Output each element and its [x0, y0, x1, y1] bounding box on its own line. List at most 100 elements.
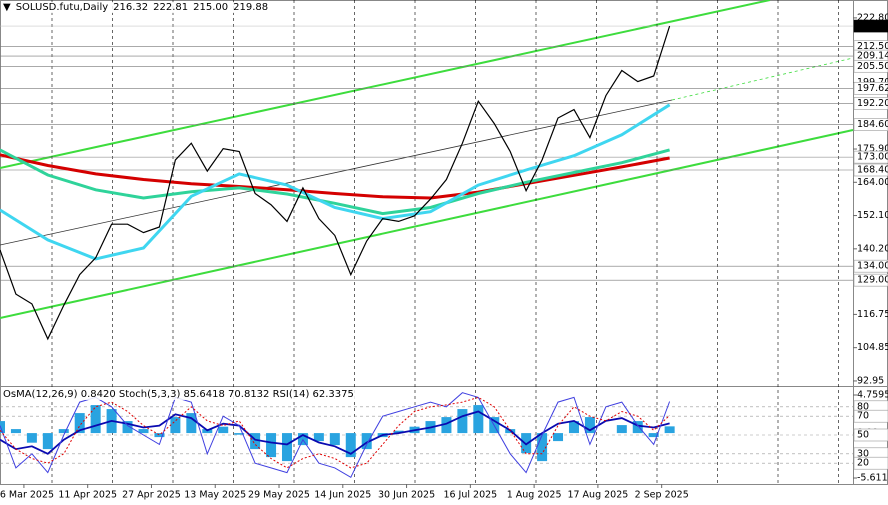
- osma-bar: [345, 433, 356, 458]
- oscillator-line: [0, 392, 671, 479]
- channel-upper: [0, 0, 771, 169]
- level-label: 197.62: [857, 83, 888, 94]
- y-tick-label: 92.95: [857, 375, 884, 386]
- level-label: 129.00: [857, 275, 888, 286]
- osma-bar: [329, 433, 340, 446]
- trend-line: [0, 99, 673, 246]
- symbol-header: ▼ SOLUSD.futu,Daily 216.32 222.81 215.00 219.…: [3, 2, 274, 13]
- x-tick-label: 11 Apr 2025: [58, 490, 117, 501]
- level-label-box: [853, 118, 888, 131]
- open: 216.32: [113, 2, 149, 13]
- y2-tick-label-box: [853, 428, 888, 442]
- y2-tick-label-box: [853, 456, 888, 470]
- osma-bar: [10, 429, 21, 434]
- osma-bar: [58, 429, 69, 434]
- osma-bar: [154, 433, 165, 438]
- osma-bar: [457, 409, 468, 434]
- channel-lower: [0, 129, 854, 319]
- y-tick-label: 175.90: [857, 144, 888, 155]
- osma-bar: [0, 421, 5, 434]
- last-price-label: 219.88: [857, 21, 888, 32]
- y2-tick-label: 70: [857, 411, 869, 422]
- osma-bar: [521, 433, 532, 454]
- moving-average: [0, 153, 670, 200]
- frame: [0, 0, 888, 485]
- x-tick-label: 27 Apr 2025: [122, 490, 181, 501]
- level-label-box: [853, 259, 888, 273]
- osma-bar: [616, 425, 627, 434]
- osma-bar: [568, 421, 579, 434]
- y2-tick-label: 30: [857, 448, 869, 459]
- y-tick-label: 104.85: [857, 342, 888, 353]
- price-line: [0, 25, 671, 341]
- osma-bar: [218, 426, 229, 434]
- level-label: 173.00: [857, 152, 888, 163]
- osma-bar: [441, 417, 452, 434]
- trend-extension: [671, 57, 854, 101]
- level-label: 134.00: [857, 261, 888, 272]
- osma-bar: [664, 426, 675, 434]
- osma-bar: [632, 421, 643, 434]
- osma-bar: [361, 433, 372, 450]
- x-tick-label: 14 Jun 2025: [314, 490, 371, 501]
- osma-bar: [250, 433, 261, 450]
- osma-bar: [313, 433, 324, 442]
- osma-bar: [90, 405, 101, 434]
- y-tick-label: 164.00: [857, 177, 888, 188]
- y-tick-label: 140.20: [857, 243, 888, 254]
- y-tick-label: 152.10: [857, 210, 888, 221]
- osma-bar: [393, 430, 404, 434]
- level-label-box: [853, 59, 888, 73]
- close: 219.88: [233, 2, 269, 13]
- level-label-box: [853, 81, 888, 95]
- x-tick-label: 2 Sep 2025: [635, 490, 689, 501]
- osma-bar: [584, 417, 595, 434]
- y2-tick-label: 50: [857, 430, 869, 441]
- level-label: 184.60: [857, 119, 888, 130]
- level-label: 212.50: [857, 41, 888, 52]
- y-tick-label: 222.80: [857, 12, 888, 23]
- low: 215.00: [193, 2, 229, 13]
- osma-bar: [266, 433, 277, 458]
- osma-bar: [186, 413, 197, 434]
- x-tick-label: 16 Jul 2025: [443, 490, 497, 501]
- collapse-icon[interactable]: ▼: [3, 2, 11, 13]
- moving-average: [0, 148, 670, 216]
- osma-bar: [281, 433, 292, 462]
- level-label: 168.40: [857, 164, 888, 175]
- x-tick-label: 17 Aug 2025: [567, 490, 628, 501]
- moving-average: [0, 103, 671, 261]
- osma-bar: [26, 433, 37, 443]
- indicator-title: OsMA(12,26,9) 0.8420 Stoch(5,3,3) 85.641…: [3, 389, 354, 400]
- level-label-box: [853, 150, 888, 164]
- indicator-header: OsMA(12,26,9) 0.8420 Stoch(5,3,3) 85.641…: [3, 389, 359, 400]
- y2-tick-label-box: [853, 409, 888, 423]
- last-price-label-box: [853, 19, 888, 33]
- y-tick-label: 116.75: [857, 309, 888, 320]
- level-label-box: [853, 273, 888, 287]
- osma-bar: [473, 405, 484, 434]
- x-tick-label: 13 May 2025: [184, 490, 246, 501]
- high: 222.81: [153, 2, 189, 13]
- x-tick-label: 30 Jun 2025: [378, 490, 435, 501]
- osma-bar: [537, 433, 548, 462]
- osma-bar: [138, 429, 149, 434]
- level-label-box: [853, 97, 888, 110]
- y-tick-label: 4.7595: [857, 390, 888, 401]
- y2-tick-label: 80: [857, 401, 869, 412]
- y2-tick-label: 20: [857, 458, 869, 469]
- x-tick-label: 26 Mar 2025: [0, 490, 54, 501]
- level-label: 209.14: [857, 51, 888, 62]
- level-label: 205.50: [857, 61, 888, 72]
- symbol: SOLUSD.futu,Daily: [15, 2, 109, 13]
- x-tick-label: 29 May 2025: [248, 490, 310, 501]
- osma-bar: [42, 433, 53, 450]
- osma-bar: [74, 413, 85, 434]
- y-tick-label: -5.611: [857, 473, 888, 484]
- level-label-box: [853, 163, 888, 177]
- x-tick-label: 1 Aug 2025: [507, 490, 562, 501]
- osma-bar: [122, 421, 133, 434]
- oscillator-line: [0, 410, 670, 455]
